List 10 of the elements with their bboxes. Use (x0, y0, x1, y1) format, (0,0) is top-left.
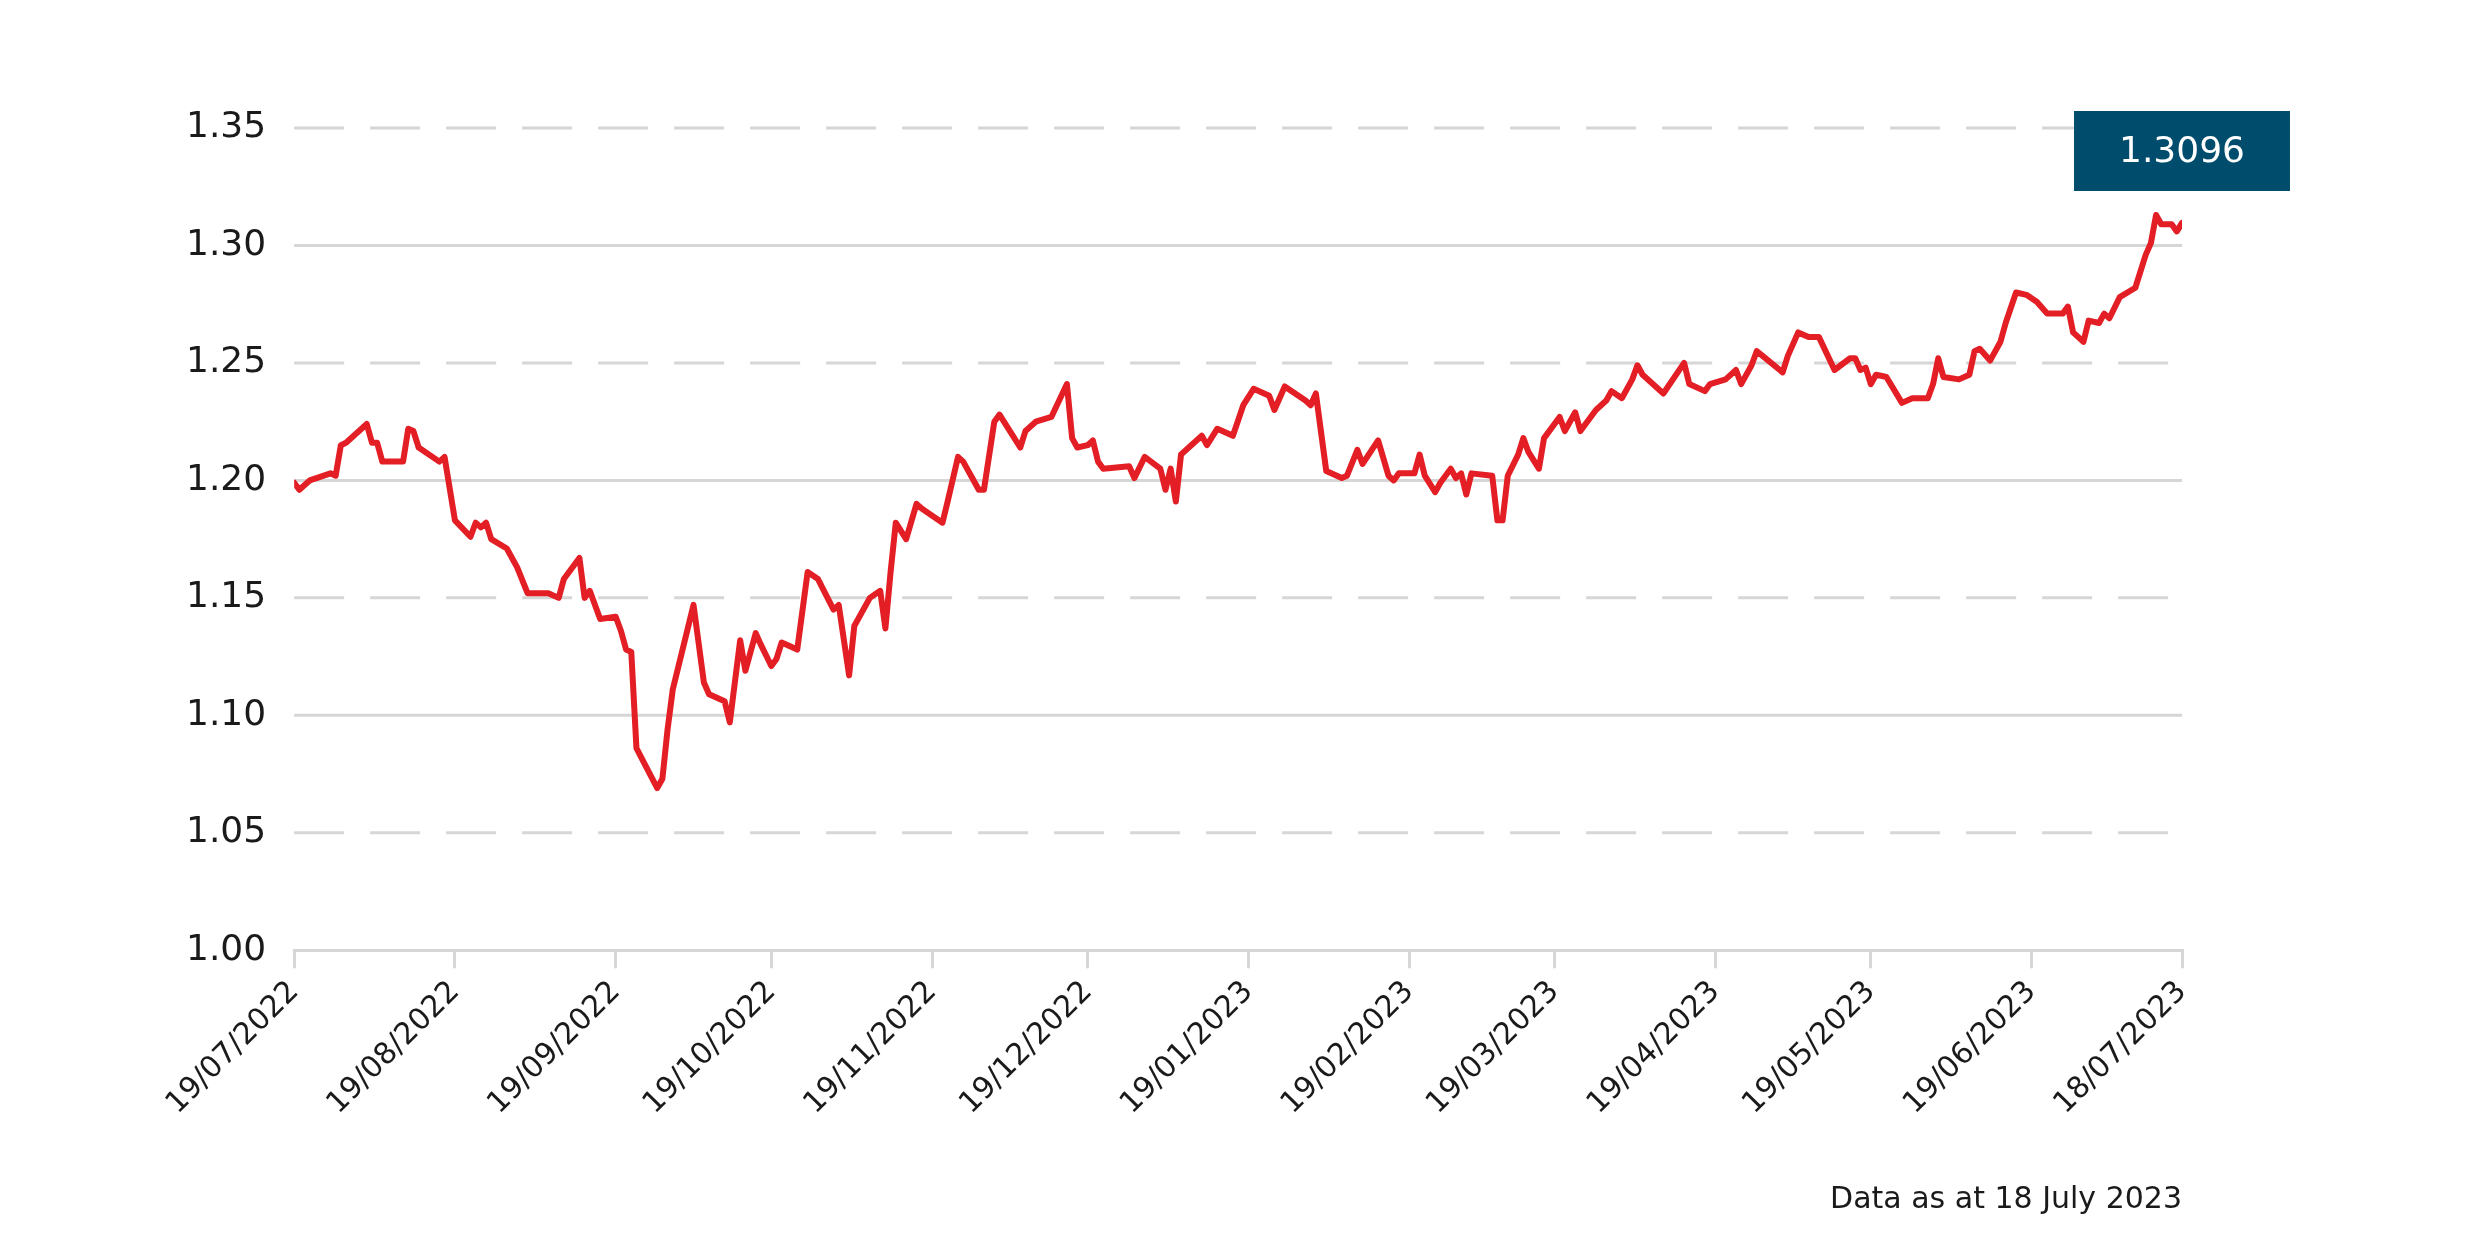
y-tick-label: 1.00 (186, 926, 267, 968)
y-tick-label: 1.25 (186, 339, 267, 381)
y-tick-label: 1.10 (186, 691, 267, 733)
y-tick-label: 1.30 (186, 221, 267, 263)
y-tick-label: 1.15 (186, 574, 267, 616)
text: Data as at 18 July 2023 (1830, 1180, 2182, 1215)
y-tick-label: 1.05 (186, 809, 267, 851)
annotation: 1.3096 (2119, 129, 2245, 171)
y-tick-label: 1.35 (186, 104, 267, 146)
y-tick-label: 1.20 (186, 456, 267, 498)
